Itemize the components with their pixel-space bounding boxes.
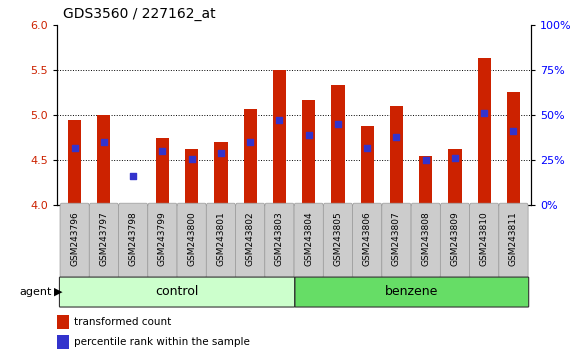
Bar [448,149,461,205]
Text: GSM243809: GSM243809 [451,211,460,266]
Text: GSM243800: GSM243800 [187,211,196,266]
FancyBboxPatch shape [352,203,382,278]
Point [246,139,255,145]
FancyBboxPatch shape [440,203,469,278]
FancyBboxPatch shape [177,203,206,278]
FancyBboxPatch shape [294,203,323,278]
Point [99,139,108,145]
Point [216,150,226,156]
FancyBboxPatch shape [295,277,529,307]
Point [275,117,284,122]
FancyBboxPatch shape [499,203,528,278]
Bar [477,58,491,205]
Bar [244,109,257,205]
Text: GSM243803: GSM243803 [275,211,284,266]
Bar [185,149,198,205]
Bar [214,142,227,205]
Text: GSM243805: GSM243805 [333,211,343,266]
FancyBboxPatch shape [148,203,177,278]
Text: ▶: ▶ [54,287,63,297]
Bar [57,335,69,348]
Bar [302,100,315,205]
Text: benzene: benzene [385,285,439,298]
Text: GSM243807: GSM243807 [392,211,401,266]
Text: control: control [155,285,199,298]
Bar [57,315,69,329]
Text: GSM243798: GSM243798 [128,211,138,266]
Point [128,173,138,178]
Point [363,145,372,151]
Point [480,110,489,116]
Point [187,156,196,162]
Bar [97,115,111,205]
FancyBboxPatch shape [265,203,294,278]
Text: agent: agent [19,287,51,297]
FancyBboxPatch shape [89,203,119,278]
Text: transformed count: transformed count [74,318,171,327]
Point [70,145,79,151]
Point [451,155,460,161]
Bar [127,204,140,205]
Text: GSM243811: GSM243811 [509,211,518,266]
Point [158,148,167,154]
Text: GDS3560 / 227162_at: GDS3560 / 227162_at [63,7,215,21]
Text: GSM243802: GSM243802 [246,211,255,266]
Bar [361,126,374,205]
Point [509,129,518,134]
Text: GSM243808: GSM243808 [421,211,430,266]
Point [333,121,343,127]
Bar [68,120,81,205]
Text: GSM243810: GSM243810 [480,211,489,266]
Bar [156,138,169,205]
Bar [331,85,344,205]
FancyBboxPatch shape [236,203,265,278]
Text: GSM243804: GSM243804 [304,211,313,266]
Text: GSM243796: GSM243796 [70,211,79,266]
FancyBboxPatch shape [59,277,295,307]
Bar [273,70,286,205]
FancyBboxPatch shape [119,203,148,278]
Point [304,132,313,138]
Text: GSM243799: GSM243799 [158,211,167,266]
Text: GSM243801: GSM243801 [216,211,226,266]
FancyBboxPatch shape [206,203,236,278]
Bar [507,92,520,205]
Text: GSM243806: GSM243806 [363,211,372,266]
FancyBboxPatch shape [411,203,440,278]
Bar [390,106,403,205]
Text: GSM243797: GSM243797 [99,211,108,266]
FancyBboxPatch shape [382,203,411,278]
FancyBboxPatch shape [323,203,352,278]
Bar [419,156,432,205]
FancyBboxPatch shape [60,203,89,278]
Point [421,157,431,163]
FancyBboxPatch shape [469,203,499,278]
Text: percentile rank within the sample: percentile rank within the sample [74,337,250,347]
Point [392,134,401,139]
